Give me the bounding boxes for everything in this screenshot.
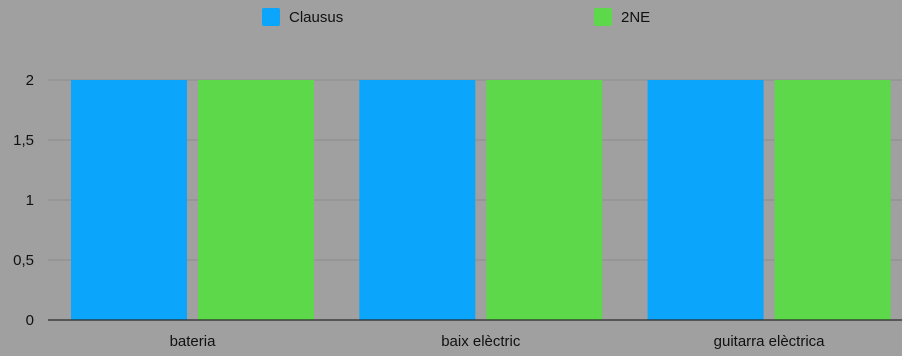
x-tick-label-0: bateria — [170, 333, 217, 350]
bar-2ne-2 — [774, 80, 891, 320]
bar-2ne-0 — [198, 80, 314, 320]
legend-item-clausus: Clausus — [262, 8, 343, 26]
y-tick-label-0: 0 — [26, 312, 34, 329]
bar-clausus-0 — [71, 80, 187, 320]
legend-swatch-2ne — [594, 8, 612, 26]
legend-item-2ne: 2NE — [594, 8, 650, 26]
y-tick-label-2: 1 — [26, 192, 34, 209]
y-tick-label-4: 2 — [26, 72, 34, 89]
legend-label-clausus: Clausus — [289, 8, 344, 26]
x-tick-label-2: guitarra elèctrica — [714, 333, 826, 350]
bar-2ne-1 — [486, 80, 603, 320]
legend-label-2ne: 2NE — [621, 8, 651, 26]
y-tick-label-1: 0,5 — [13, 252, 34, 269]
bar-clausus-1 — [359, 80, 476, 320]
legend: Clausus 2NE — [0, 8, 902, 32]
bar-clausus-2 — [647, 80, 764, 320]
x-tick-label-1: baix elèctric — [441, 333, 521, 350]
legend-swatch-clausus — [262, 8, 280, 26]
y-tick-label-3: 1,5 — [13, 132, 34, 149]
